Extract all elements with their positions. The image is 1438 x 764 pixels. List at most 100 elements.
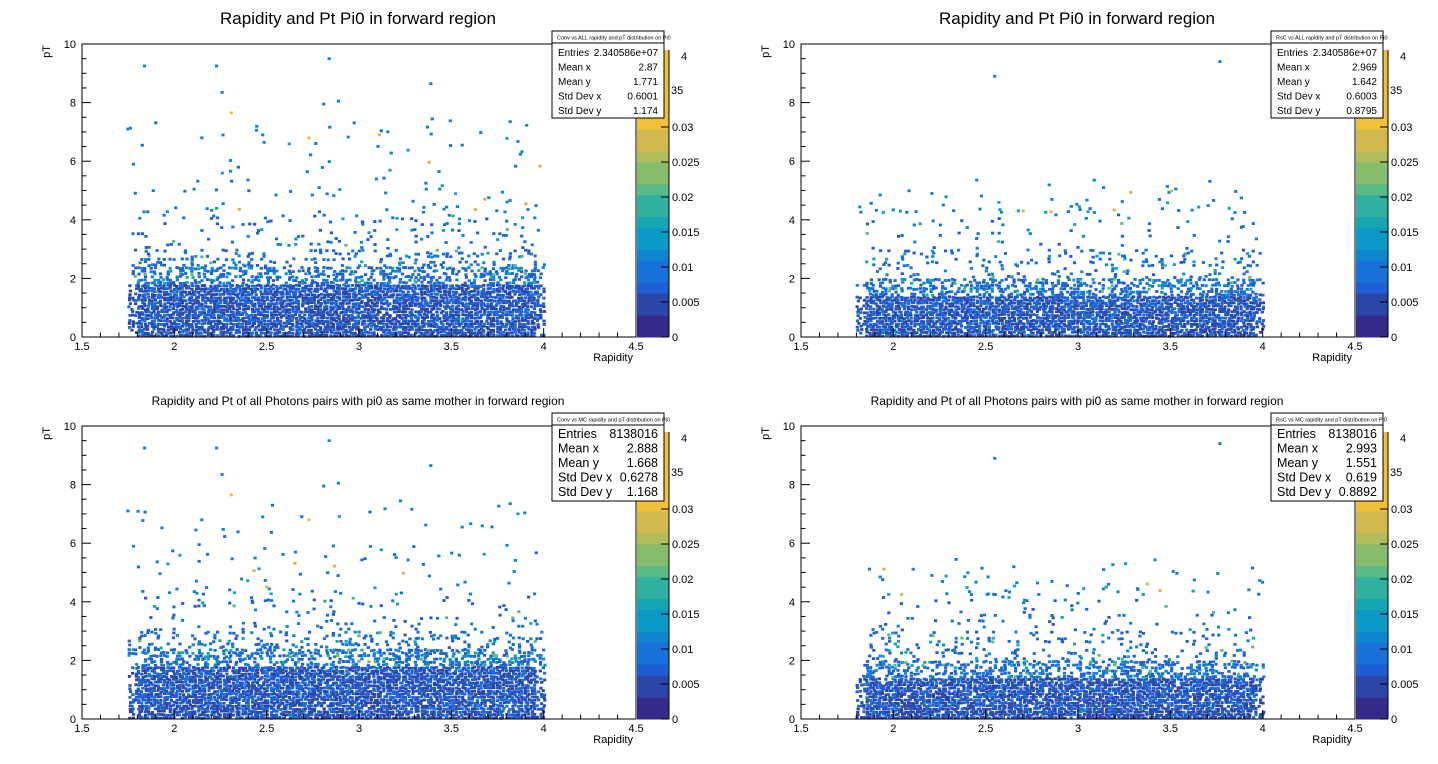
heatmap-cell [291, 307, 295, 311]
heatmap-cell [919, 296, 923, 300]
heatmap-cell [413, 228, 417, 231]
heatmap-cell [285, 321, 289, 325]
heatmap-cell [194, 255, 198, 258]
heatmap-cell [856, 310, 860, 314]
heatmap-cell [922, 331, 926, 334]
heatmap-cell [458, 293, 462, 297]
heatmap-cell [218, 299, 222, 302]
heatmap-cell [862, 323, 866, 326]
heatmap-cell [218, 284, 222, 288]
heatmap-cell [169, 296, 173, 299]
heatmap-cell [1088, 299, 1092, 303]
heatmap-cell [984, 305, 989, 309]
heatmap-cell [1189, 295, 1193, 299]
heatmap-cell [177, 266, 181, 270]
heatmap-cell [389, 293, 393, 297]
heatmap-cell [483, 245, 487, 249]
heatmap-cell [533, 254, 537, 258]
heatmap-cell [1176, 328, 1180, 331]
heatmap-cell [210, 308, 214, 312]
heatmap-cell [285, 308, 289, 312]
heatmap-cell [925, 331, 929, 334]
heatmap-cell [432, 330, 436, 334]
heatmap-cell [1220, 302, 1224, 305]
heatmap-cell [1101, 301, 1105, 305]
heatmap-cell [1010, 304, 1014, 308]
heatmap-cell [510, 266, 515, 270]
heatmap-cell [537, 295, 541, 299]
heatmap-cell [288, 299, 293, 302]
heatmap-cell [182, 216, 186, 220]
heatmap-cell [1123, 311, 1127, 314]
heatmap-cell [360, 299, 364, 303]
heatmap-cell [913, 313, 917, 317]
y-tick-label: 4 [70, 215, 76, 227]
heatmap-cell [128, 302, 132, 306]
heatmap-cell [152, 281, 156, 285]
heatmap-cell [469, 334, 473, 337]
heatmap-cell [1249, 316, 1253, 319]
z-tick-label-partial: 35 [671, 85, 683, 97]
heatmap-cell [984, 325, 988, 329]
heatmap-cell [1097, 307, 1101, 311]
heatmap-cell [1207, 307, 1211, 311]
heatmap-cell [994, 316, 998, 320]
heatmap-cell [322, 289, 326, 293]
heatmap-cell [1241, 328, 1245, 332]
heatmap-cell [925, 325, 929, 328]
heatmap-cell [382, 275, 386, 279]
heatmap-cell [410, 319, 414, 323]
heatmap-cell [533, 216, 537, 220]
heatmap-cell [175, 293, 179, 297]
heatmap-cell [473, 272, 477, 276]
heatmap-cell [212, 214, 216, 218]
heatmap-cell [938, 305, 942, 309]
heatmap-cell [414, 219, 418, 223]
heatmap-cell [366, 299, 370, 302]
heatmap-cell [282, 287, 286, 291]
heatmap-cell [153, 290, 157, 293]
heatmap-cell [327, 57, 331, 61]
heatmap-cell [880, 308, 884, 311]
heatmap-cell [940, 330, 945, 334]
heatmap-cell [319, 284, 323, 288]
heatmap-cell [296, 235, 300, 238]
heatmap-cell [469, 299, 473, 303]
heatmap-cell [392, 284, 396, 288]
heatmap-cell [247, 328, 251, 332]
heatmap-cell [351, 305, 355, 309]
heatmap-cell [1227, 324, 1231, 328]
heatmap-cell [941, 299, 945, 303]
heatmap-cell [207, 319, 211, 323]
heatmap-cell [1195, 308, 1199, 312]
heatmap-cell [1066, 313, 1070, 317]
heatmap-cell [891, 314, 895, 318]
heatmap-cell [1067, 325, 1071, 329]
heatmap-cell [520, 289, 524, 293]
heatmap-cell [1216, 304, 1220, 308]
heatmap-cell [1018, 310, 1023, 314]
heatmap-cell [185, 331, 189, 334]
heatmap-cell [351, 298, 355, 302]
heatmap-cell [978, 296, 983, 300]
heatmap-cell [225, 317, 229, 321]
heatmap-cell [128, 314, 132, 317]
heatmap-cell [341, 327, 345, 331]
heatmap-cell [1164, 334, 1168, 338]
heatmap-cell [463, 267, 467, 271]
heatmap-cell [1113, 313, 1117, 317]
heatmap-cell [176, 318, 180, 322]
heatmap-cell [1032, 296, 1036, 300]
heatmap-cell [1051, 304, 1055, 308]
heatmap-cell [464, 273, 468, 277]
heatmap-cell [295, 325, 299, 329]
heatmap-cell [344, 281, 348, 285]
heatmap-cell [448, 307, 453, 310]
heatmap-cell [172, 293, 176, 296]
heatmap-cell [526, 331, 530, 335]
heatmap-cell [351, 292, 355, 296]
heatmap-cell [322, 316, 326, 319]
heatmap-cell [445, 327, 449, 331]
heatmap-cell [972, 311, 976, 314]
heatmap-cell [272, 272, 276, 275]
